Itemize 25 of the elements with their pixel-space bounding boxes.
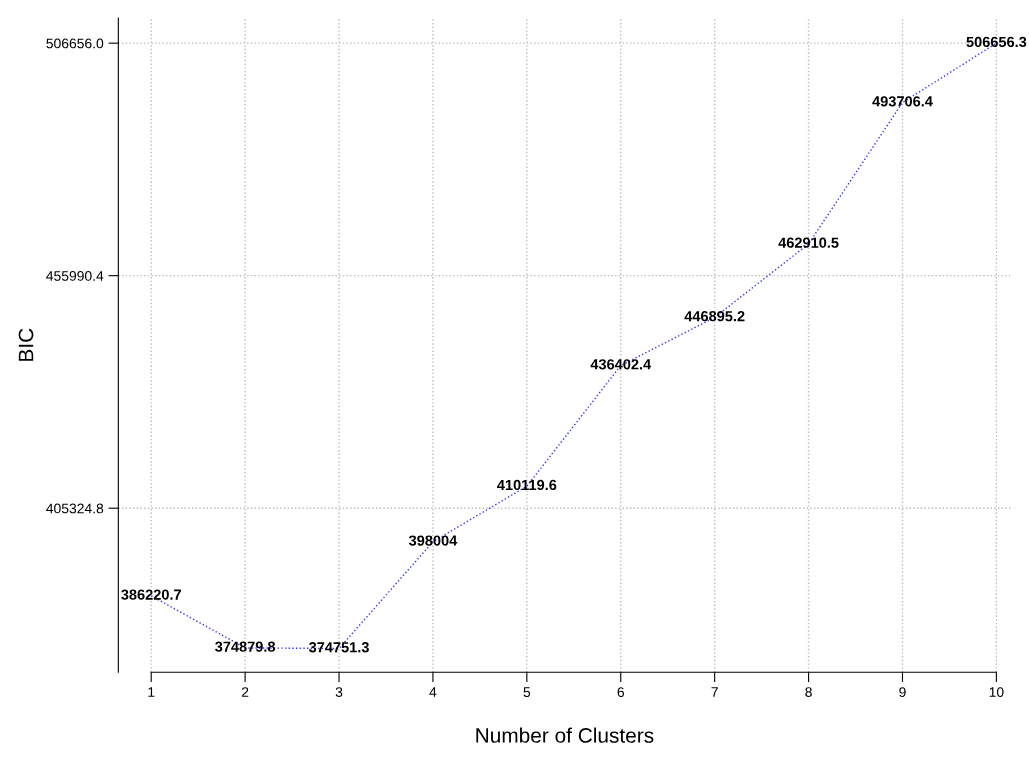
x-tick-label: 1 <box>148 687 155 697</box>
data-label: 506656.3 <box>966 36 1027 48</box>
data-label: 462910.5 <box>778 237 839 248</box>
y-tick-label: 506656.0 <box>46 38 104 49</box>
y-axis-title: BIC <box>18 328 34 361</box>
x-tick-label: 3 <box>335 687 343 697</box>
data-label: 374879.8 <box>215 641 276 652</box>
x-tick-label: 8 <box>805 687 812 697</box>
x-tick-label: 9 <box>899 687 906 697</box>
x-tick-label: 4 <box>429 687 437 697</box>
y-tick-label: 455990.4 <box>46 271 104 281</box>
x-tick-label: 6 <box>617 687 624 697</box>
x-tick-label: 10 <box>989 687 1004 697</box>
data-label: 446895.2 <box>684 311 745 322</box>
data-label: 410119.6 <box>497 479 557 491</box>
x-tick-label: 5 <box>523 687 531 697</box>
data-label: 386220.7 <box>121 589 181 600</box>
data-label: 398004 <box>408 535 458 546</box>
x-tick-label: 7 <box>711 687 718 697</box>
data-label: 493706.4 <box>872 96 933 107</box>
data-label: 374751.3 <box>308 642 369 653</box>
x-tick-label: 2 <box>241 687 249 697</box>
x-axis-title: Number of Clusters <box>476 727 654 743</box>
data-label: 436402.4 <box>590 359 652 370</box>
y-tick-label: 405324.8 <box>46 503 104 514</box>
